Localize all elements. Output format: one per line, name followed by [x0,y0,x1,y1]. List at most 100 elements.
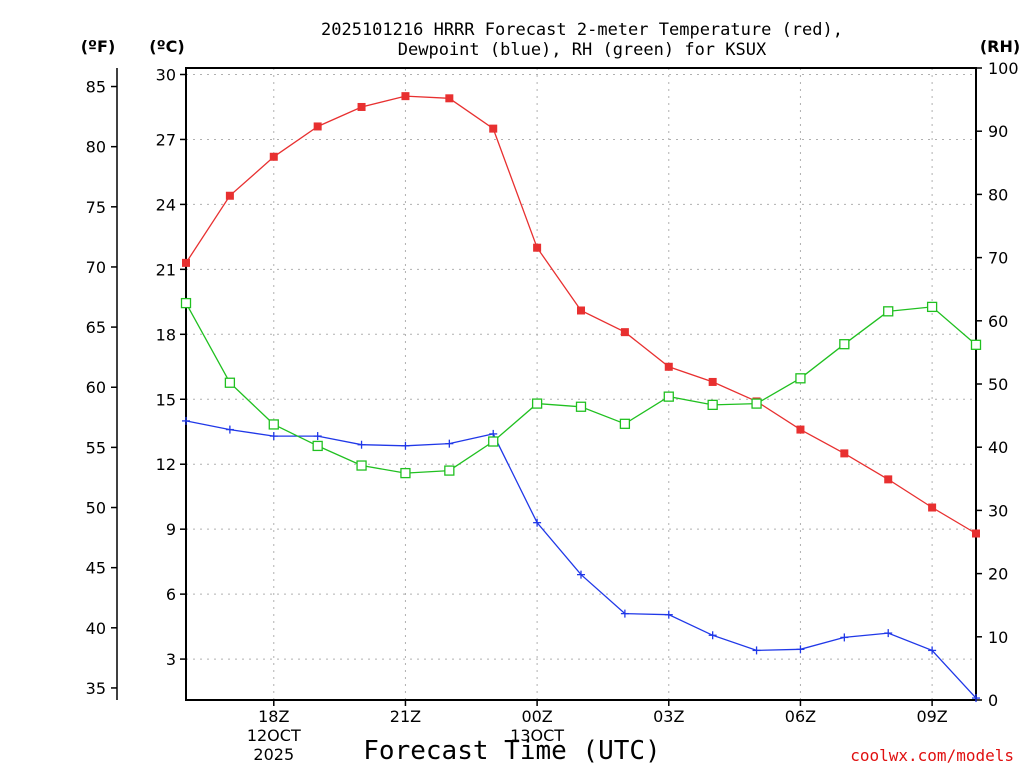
dewpoint-point [401,441,410,450]
rh-point [356,460,367,471]
dewpoint-point [708,631,717,640]
fahrenheit-tick-label: 50 [86,499,106,518]
temperature-point [533,243,542,252]
rh-point [575,401,587,412]
temperature-point [401,92,410,101]
temperature-point [620,328,629,337]
rh-tick-label: 60 [988,312,1008,331]
x-tick-label: 06Z [785,707,816,726]
dewpoint-point [928,646,937,655]
rh-tick-label: 10 [988,628,1008,647]
celsius-tick-label: 9 [166,520,176,539]
dewpoint-point [445,439,454,448]
temperature-point [796,425,805,434]
rh-point [444,465,455,476]
chart-title-line2: Dewpoint (blue), RH (green) for KSUX [398,40,767,60]
temperature-point [840,449,849,458]
rh-tick-label: 30 [988,501,1008,520]
temperature-line [185,95,977,535]
axes [111,67,982,706]
plot-frame [185,67,977,701]
celsius-tick-label: 6 [166,585,176,604]
x-axis-label: Forecast Time (UTC) [363,736,660,766]
rh-point [224,377,236,388]
dewpoint-point [182,416,190,425]
rh-point [268,419,279,430]
rh-line [185,302,977,474]
dewpoint-point [313,432,322,441]
rh-point [707,399,718,411]
rh-point [795,373,806,384]
dewpoint-point [225,425,234,434]
celsius-tick-label: 18 [156,325,176,344]
celsius-tick-label: 30 [156,65,176,84]
rh-tick-label: 40 [988,438,1008,457]
gridlines [186,68,976,700]
fahrenheit-tick-label: 55 [86,438,106,457]
rh-point [839,339,850,350]
credit-text: coolwx.com/models [850,746,1014,765]
celsius-tick-label: 24 [156,195,176,214]
rh-point [531,398,543,409]
fahrenheit-tick-label: 75 [86,198,106,217]
x-tick-label: 00Z [521,707,552,726]
series-temperature [182,92,980,538]
temperature-point [357,102,366,111]
x-tick-label: 21Z [390,707,421,726]
dewpoint-point [972,694,980,703]
celsius-tick-label: 21 [156,260,176,279]
dewpoint-point [620,609,629,618]
chart-title-line1: 2025101216 HRRR Forecast 2-meter Tempera… [321,20,843,40]
temperature-point [664,362,673,371]
series-dewpoint [182,416,980,703]
celsius-tick-label: 12 [156,455,176,474]
fahrenheit-tick-label: 70 [86,258,106,277]
rh-point [926,301,938,313]
data-series [180,92,982,703]
dewpoint-point [533,518,542,527]
rh-tick-label: 0 [988,691,998,710]
dewpoint-line [185,420,977,699]
rh-point [312,440,323,452]
rh-point [180,297,192,309]
rh-point [751,398,762,409]
celsius-tick-label: 27 [156,130,176,149]
rh-tick-label: 50 [988,375,1008,394]
rh-point [663,391,674,402]
fahrenheit-tick-label: 65 [86,318,106,337]
celsius-tick-label: 3 [166,650,176,669]
temperature-point [884,475,893,484]
fahrenheit-tick-label: 35 [86,679,106,698]
x-tick-date-label: 13OCT [510,726,564,745]
temperature-point [577,306,585,315]
celsius-tick-label: 15 [156,390,176,409]
x-tick-label: 09Z [916,707,947,726]
dewpoint-point [357,440,366,449]
rh-tick-label: 20 [988,565,1008,584]
rh-point [619,418,631,429]
x-tick-label: 18Z [258,707,289,726]
series-rh [180,297,982,479]
rh-point [400,467,411,479]
temperature-point [708,377,717,386]
temperature-point [182,258,190,267]
fahrenheit-unit-label: (ºF) [81,37,116,56]
x-tick-year-label: 2025 [253,745,294,764]
rh-tick-label: 80 [988,185,1008,204]
dewpoint-point [840,633,849,642]
dewpoint-point [269,432,278,441]
rh-point [488,436,499,447]
temperature-point [972,529,980,538]
rh-tick-label: 90 [988,122,1008,141]
x-tick-label: 03Z [653,707,684,726]
dewpoint-point [884,629,893,638]
temperature-point [489,124,498,133]
fahrenheit-tick-label: 45 [86,559,106,578]
temperature-point [269,152,278,161]
fahrenheit-tick-label: 80 [86,138,106,157]
fahrenheit-tick-label: 85 [86,78,106,97]
temperature-point [225,191,234,200]
dewpoint-point [796,645,805,654]
